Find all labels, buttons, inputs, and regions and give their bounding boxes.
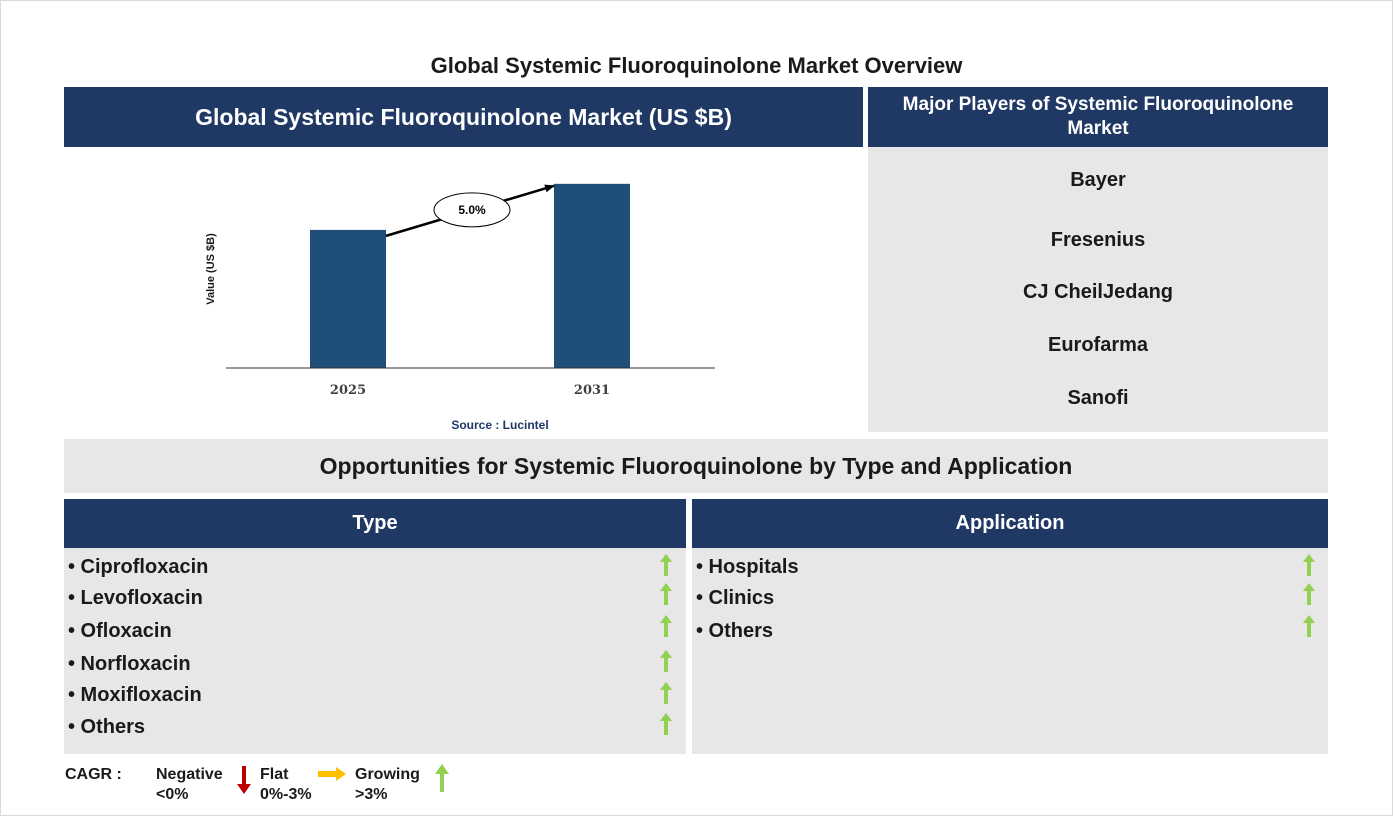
type-item: • Levofloxacin xyxy=(68,587,203,609)
up-arrow-icon xyxy=(660,650,672,672)
legend-negative: Negative <0% xyxy=(156,765,223,805)
up-arrow-icon xyxy=(1303,554,1315,576)
legend-growing: Growing >3% xyxy=(355,765,420,805)
up-arrow-icon xyxy=(1303,583,1315,605)
bar-chart: Value (US $B) 2025 2031 5.0% Source : Luc… xyxy=(205,183,715,432)
type-header: Type xyxy=(64,499,686,548)
x-tick-label: 2031 xyxy=(574,383,610,398)
players-header: Major Players of Systemic Fluoroquinolon… xyxy=(868,87,1328,147)
cagr-bubble xyxy=(433,192,511,228)
bar-2025 xyxy=(310,229,386,368)
up-arrow-icon xyxy=(1303,615,1315,637)
legend-negative-label: Negative xyxy=(156,766,223,783)
chart-source: Source : Lucintel xyxy=(451,418,548,432)
up-arrow-icon xyxy=(435,764,449,792)
cagr-label: 5.0% xyxy=(458,203,486,217)
up-arrow-icon xyxy=(660,682,672,704)
up-arrow-icon xyxy=(660,615,672,637)
player-name: Fresenius xyxy=(1050,229,1146,251)
application-item: • Hospitals xyxy=(696,556,799,578)
up-arrow-icon xyxy=(660,554,672,576)
chart-header: Global Systemic Fluoroquinolone Market (… xyxy=(64,87,863,147)
type-panel: • Ciprofloxacin • Levofloxacin • Ofloxac… xyxy=(64,548,686,754)
players-panel: Bayer Fresenius CJ CheilJedang Eurofarma… xyxy=(868,147,1328,432)
legend-cagr-label: CAGR : xyxy=(65,766,122,783)
player-name: Bayer xyxy=(1070,169,1126,191)
up-arrow-icon xyxy=(660,583,672,605)
bar-2031 xyxy=(554,183,630,368)
legend-flat-label: Flat xyxy=(260,766,289,783)
page-title: Global Systemic Fluoroquinolone Market O… xyxy=(430,53,963,78)
legend-flat: Flat 0%-3% xyxy=(260,765,312,805)
down-arrow-icon xyxy=(237,766,251,794)
right-arrow-icon xyxy=(318,767,346,781)
player-name: CJ CheilJedang xyxy=(1022,281,1174,303)
type-item: • Moxifloxacin xyxy=(68,684,202,706)
legend-growing-range: >3% xyxy=(355,786,388,803)
application-item: • Clinics xyxy=(696,587,775,609)
x-tick-label: 2025 xyxy=(330,383,366,398)
legend-flat-range: 0%-3% xyxy=(260,786,312,803)
type-item: • Ciprofloxacin xyxy=(68,556,209,578)
up-arrow-icon xyxy=(660,713,672,735)
player-name: Sanofi xyxy=(1067,387,1129,409)
application-panel: • Hospitals • Clinics • Others xyxy=(692,548,1328,754)
legend-growing-label: Growing xyxy=(355,766,420,783)
type-item: • Others xyxy=(68,716,146,738)
application-header: Application xyxy=(692,499,1328,548)
opportunities-banner: Opportunities for Systemic Fluoroquinolo… xyxy=(64,439,1328,493)
application-item: • Others xyxy=(696,620,774,642)
legend-negative-range: <0% xyxy=(156,786,189,803)
type-item: • Norfloxacin xyxy=(68,653,191,675)
y-axis-label: Value (US $B) xyxy=(205,233,217,305)
player-name: Eurofarma xyxy=(1047,334,1149,356)
type-item: • Ofloxacin xyxy=(68,620,172,642)
